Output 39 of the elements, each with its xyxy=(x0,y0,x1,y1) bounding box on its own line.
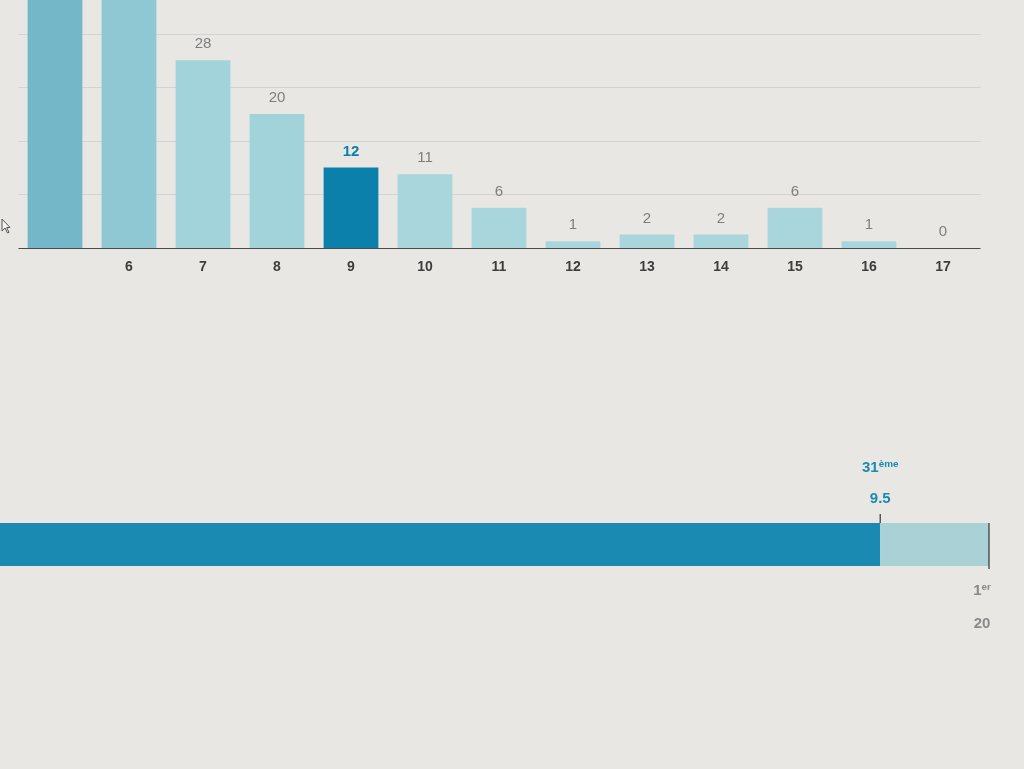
bar xyxy=(471,207,527,248)
bar xyxy=(27,0,83,248)
bar xyxy=(693,234,749,248)
bar xyxy=(545,241,601,248)
data-label: 11 xyxy=(417,148,433,166)
data-label: 12 xyxy=(342,141,360,159)
bar xyxy=(175,60,231,248)
text: 20 xyxy=(973,614,991,631)
x-tick-label: 7 xyxy=(199,257,208,274)
data-label: 6 xyxy=(494,181,504,199)
x-tick-label: 17 xyxy=(935,257,951,274)
x-tick-label: 13 xyxy=(639,257,655,274)
x-tick-label: 14 xyxy=(713,257,729,274)
bar xyxy=(841,241,897,248)
data-label: 0 xyxy=(938,222,948,239)
data-label: 1 xyxy=(864,215,874,233)
data-label: 20 xyxy=(268,87,286,105)
x-tick-label: 9 xyxy=(347,257,356,274)
x-tick-label: 12 xyxy=(565,257,581,274)
text: 1$^{er}$ xyxy=(973,581,991,598)
x-tick-label: 16 xyxy=(861,257,877,274)
bar xyxy=(101,0,157,248)
data-label: 28 xyxy=(194,34,212,52)
x-tick-label: 6 xyxy=(125,257,134,274)
data-label: 2 xyxy=(716,208,726,226)
bar xyxy=(619,234,675,248)
x-tick-label: 15 xyxy=(787,257,803,274)
data-label: 2 xyxy=(642,208,652,226)
bar xyxy=(767,207,823,248)
data-label: 1 xyxy=(568,215,578,233)
text: 9.5 xyxy=(869,489,891,506)
bar xyxy=(249,113,305,248)
x-tick-label: 11 xyxy=(491,257,507,274)
x-tick-label: 10 xyxy=(417,257,433,274)
x-tick-label: 8 xyxy=(273,257,282,274)
text: 31$^{ème}$ xyxy=(861,458,899,475)
data-label: 6 xyxy=(790,181,800,199)
bar xyxy=(397,174,453,248)
bar xyxy=(323,167,379,248)
